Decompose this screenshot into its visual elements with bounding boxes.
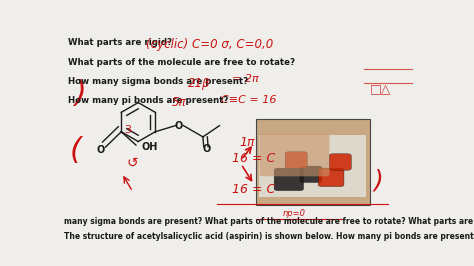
Text: 1π: 1π — [239, 136, 255, 149]
Text: ↺: ↺ — [127, 156, 138, 170]
Text: = 2π: = 2π — [232, 74, 259, 84]
Text: How many sigma bonds are present?: How many sigma bonds are present? — [68, 77, 248, 86]
FancyBboxPatch shape — [259, 134, 329, 176]
Text: (: ( — [70, 75, 82, 104]
FancyBboxPatch shape — [285, 152, 307, 168]
FancyBboxPatch shape — [300, 166, 322, 182]
Text: □△: □△ — [370, 83, 392, 96]
FancyBboxPatch shape — [329, 154, 351, 170]
Text: OH: OH — [141, 142, 158, 152]
Text: 16 = C: 16 = C — [232, 183, 275, 196]
FancyBboxPatch shape — [318, 168, 344, 186]
Text: O: O — [97, 145, 105, 155]
FancyBboxPatch shape — [274, 168, 303, 191]
Text: O: O — [202, 144, 211, 154]
Text: 16 = C: 16 = C — [232, 152, 275, 165]
FancyBboxPatch shape — [256, 119, 370, 205]
Text: C≡C = 16: C≡C = 16 — [221, 94, 276, 105]
Text: (: ( — [70, 136, 82, 165]
Text: O: O — [175, 120, 183, 131]
Text: 5π: 5π — [171, 97, 186, 109]
Text: (cyclic) C=0 σ, C=0,0: (cyclic) C=0 σ, C=0,0 — [146, 38, 273, 51]
Text: 21β: 21β — [188, 77, 210, 90]
Text: 3: 3 — [124, 125, 131, 135]
Text: The structure of acetylsalicyclic acid (aspirin) is shown below. How many pi bon: The structure of acetylsalicyclic acid (… — [64, 232, 474, 241]
Text: What parts are rigid?: What parts are rigid? — [68, 38, 173, 47]
FancyBboxPatch shape — [259, 135, 366, 197]
Text: np=0: np=0 — [283, 209, 306, 218]
Text: many sigma bonds are present? What parts of the molecule are free to rotate? Wha: many sigma bonds are present? What parts… — [64, 217, 474, 226]
Text: How many pi bonds are present?: How many pi bonds are present? — [68, 97, 229, 105]
Text: ): ) — [374, 168, 384, 192]
Text: What parts of the molecule are free to rotate?: What parts of the molecule are free to r… — [68, 57, 295, 66]
